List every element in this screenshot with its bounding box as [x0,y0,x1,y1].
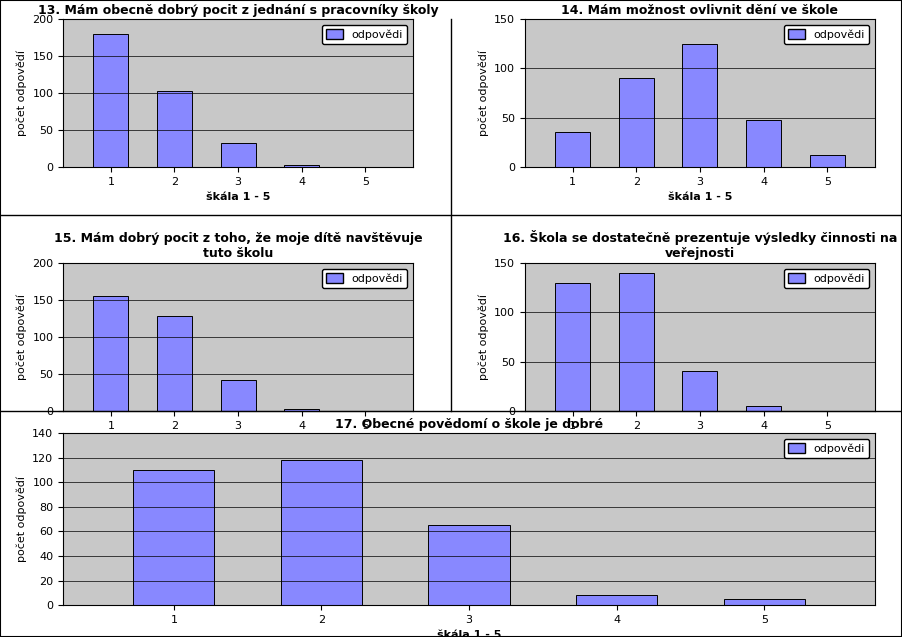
Legend: odpovědi: odpovědi [784,25,870,45]
Bar [94,34,128,167]
X-axis label: škála 1 - 5: škála 1 - 5 [667,436,732,446]
Bar [133,470,215,605]
Bar [284,165,319,167]
Bar [428,526,510,605]
Title: 17. Obecné povědomí o škole je dobré: 17. Obecné povědomí o škole je dobré [335,418,603,431]
Bar [284,410,319,411]
Title: 15. Mám dobrý pocit z toho, že moje dítě navštěvuje
tuto školu: 15. Mám dobrý pocit z toho, že moje dítě… [54,233,422,261]
Y-axis label: počet odpovědí: počet odpovědí [478,294,489,380]
Bar [556,283,590,411]
Bar [619,78,654,167]
Bar [683,44,717,167]
Title: 14. Mám možnost ovlivnit dění ve škole: 14. Mám možnost ovlivnit dění ve škole [561,4,839,17]
Bar [576,596,658,605]
Y-axis label: počet odpovědí: počet odpovědí [16,50,27,136]
X-axis label: škála 1 - 5: škála 1 - 5 [206,192,271,202]
X-axis label: škála 1 - 5: škála 1 - 5 [206,436,271,446]
Y-axis label: počet odpovědí: počet odpovědí [16,294,27,380]
Y-axis label: počet odpovědí: počet odpovědí [16,476,27,562]
Bar [157,91,192,167]
Bar [723,599,805,605]
Bar [94,296,128,411]
Legend: odpovědi: odpovědi [784,439,870,459]
Bar [746,406,781,411]
Bar [619,273,654,411]
Bar [810,155,844,167]
Bar [556,132,590,167]
Bar [683,371,717,411]
Bar [281,460,362,605]
Bar [221,380,255,411]
Bar [221,143,255,167]
Legend: odpovědi: odpovědi [322,269,408,289]
Title: 13. Mám obecně dobrý pocit z jednání s pracovníky školy: 13. Mám obecně dobrý pocit z jednání s p… [38,4,438,17]
Title: 16. Škola se dostatečně prezentuje výsledky činnosti na
veřejnosti: 16. Škola se dostatečně prezentuje výsle… [502,231,897,261]
X-axis label: škála 1 - 5: škála 1 - 5 [667,192,732,202]
Y-axis label: počet odpovědí: počet odpovědí [478,50,489,136]
Legend: odpovědi: odpovědi [784,269,870,289]
X-axis label: škála 1 - 5: škála 1 - 5 [437,631,502,637]
Bar [157,316,192,411]
Legend: odpovědi: odpovědi [322,25,408,45]
Bar [746,120,781,167]
